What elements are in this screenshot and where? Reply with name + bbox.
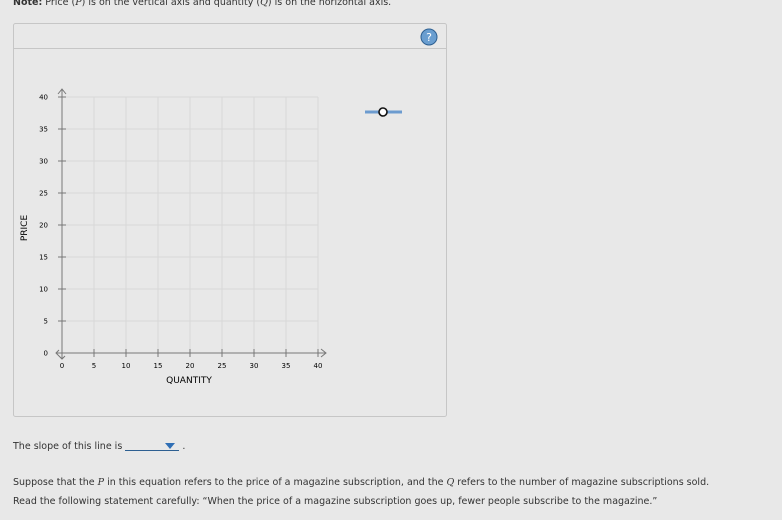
x-tick-label: 30 [250, 362, 259, 370]
paragraph-var: Q [446, 477, 455, 488]
x-axis [56, 348, 327, 358]
paragraph-text: refers to the number of magazine subscri… [454, 477, 710, 488]
note-text: Price ( [45, 0, 76, 8]
paragraph-text: Suppose that the [13, 477, 98, 488]
x-tick-label: 15 [154, 362, 163, 370]
y-tick-label: 35 [39, 126, 48, 134]
y-axis-label: PRICE [20, 215, 30, 242]
graph-panel: ? PRICE QUANTITY 0 5 10 15 20 25 30 35 40 0 5 10 15 2… [13, 23, 447, 417]
y-tick-label: 25 [39, 190, 48, 198]
origin-arrows [55, 349, 66, 360]
x-tick-label: 35 [282, 362, 291, 370]
tool-point [378, 107, 388, 117]
y-tick-label: 30 [39, 158, 48, 166]
x-tick-label: 40 [314, 362, 323, 370]
y-tick-label: 0 [44, 350, 48, 358]
note-text: ) is on the vertical axis and quantity ( [81, 0, 261, 8]
x-tick-label: 0 [60, 362, 64, 370]
paragraph-text: in this equation refers to the price of … [104, 477, 447, 488]
x-tick-label: 25 [218, 362, 227, 370]
question: The slope of this line is . [13, 440, 185, 452]
note: Note: Price (P) is on the vertical axis … [13, 0, 391, 8]
note-label: Note: [13, 0, 43, 8]
note-var: P [75, 0, 82, 8]
dropdown-arrow [165, 443, 176, 449]
y-tick-label: 10 [39, 286, 48, 294]
x-tick-label: 10 [122, 362, 131, 370]
paragraph: Read the following statement carefully: … [13, 496, 657, 507]
x-tick-label: 5 [92, 362, 96, 370]
y-tick-label: 20 [39, 222, 48, 230]
y-tick-label: 40 [39, 94, 48, 102]
help-button[interactable]: ? [420, 28, 438, 46]
help-text: ? [426, 31, 432, 44]
x-tick-label: 20 [186, 362, 195, 370]
x-axis-label: QUANTITY [166, 376, 212, 386]
note-var: Q [260, 0, 268, 8]
paragraph-text: Read the following statement carefully: … [13, 496, 658, 507]
panel-border [13, 23, 447, 417]
slope-dropdown[interactable] [125, 440, 180, 451]
line-tool[interactable] [365, 107, 402, 117]
help-circle [420, 28, 438, 46]
paragraph: Suppose that the P in this equation refe… [13, 477, 709, 488]
y-tick-label: 5 [44, 318, 48, 326]
question-text: The slope of this line is [13, 441, 123, 452]
y-axis [57, 88, 67, 359]
note-text: ) is on the horizontal axis. [267, 0, 392, 8]
paragraph-var: P [97, 477, 105, 488]
question-text: . [182, 441, 186, 452]
y-tick-label: 15 [39, 254, 48, 262]
